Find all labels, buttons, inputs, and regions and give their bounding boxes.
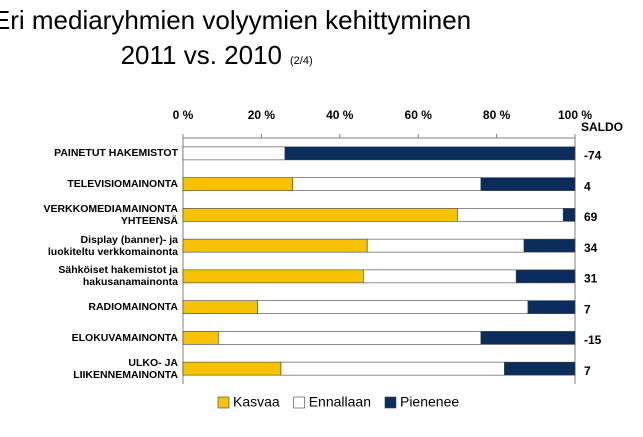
bar-segment: [182, 238, 368, 253]
bar-segment: [182, 177, 294, 191]
x-tick-label: 0 %: [173, 108, 194, 122]
bar-segment: [480, 331, 576, 345]
saldo-value: 31: [584, 272, 598, 286]
legend-label: Kasvaa: [233, 394, 280, 410]
saldo-value: -15: [584, 333, 602, 347]
bar-segment: [480, 177, 576, 191]
chart-title: Eri mediaryhmien volyymien kehittyminen: [0, 5, 471, 35]
bar-segment: [182, 269, 364, 284]
saldo-value: 7: [584, 364, 591, 378]
bar-segment: [280, 361, 505, 376]
bar-segment: [523, 238, 576, 253]
bar-segment: [182, 146, 286, 161]
category-label: ULKO- JA LIIKENNEMAINONTA: [73, 356, 178, 381]
bar-segment: [363, 269, 517, 284]
bar-segment: [366, 238, 525, 253]
bar-segment: [515, 269, 576, 284]
saldo-header: SALDO: [581, 120, 623, 134]
bar-segment: [527, 300, 576, 314]
bar-segment: [182, 300, 258, 314]
saldo-value: 4: [584, 179, 591, 193]
bar-segment: [292, 177, 482, 191]
bar-segment: [457, 208, 564, 222]
bar-segment: [562, 208, 576, 222]
bar-segment: [182, 208, 458, 222]
page-indicator: (2/4): [290, 55, 313, 67]
category-label: RADIOMAINONTA: [88, 301, 178, 314]
category-label: Sähköiset hakemistot ja hakusanamainonta: [58, 264, 178, 289]
saldo-value: 69: [584, 210, 598, 224]
x-tick-label: 20 %: [248, 108, 276, 122]
saldo-value: 34: [584, 241, 598, 255]
category-label: Display (banner)- ja luokiteltu verkkoma…: [47, 233, 178, 258]
saldo-value: 7: [584, 302, 591, 316]
x-tick-label: 100 %: [558, 108, 592, 122]
category-label: PAINETUT HAKEMISTOT: [54, 147, 178, 160]
bar-segment: [217, 331, 482, 345]
bar-segment: [182, 331, 219, 345]
bar-segment: [257, 300, 529, 314]
bar-segment: [284, 146, 576, 161]
bar-segment: [504, 361, 576, 376]
category-label: TELEVISIOMAINONTA: [67, 178, 178, 191]
chart-subtitle: 2011 vs. 2010: [121, 40, 282, 70]
legend-swatch: [293, 396, 306, 409]
category-label: ELOKUVAMAINONTA: [71, 331, 178, 344]
legend-label: Ennallaan: [309, 394, 371, 410]
legend-swatch: [217, 396, 230, 409]
x-tick-label: 40 %: [326, 108, 354, 122]
legend-label: Pienenee: [400, 394, 459, 410]
legend-swatch: [384, 396, 397, 409]
saldo-value: -74: [584, 149, 602, 163]
x-tick-label: 60 %: [405, 108, 433, 122]
category-label: VERKKOMEDIAMAINONTA YHTEENSÄ: [43, 202, 178, 227]
x-tick-label: 80 %: [483, 108, 511, 122]
bar-segment: [182, 361, 282, 376]
